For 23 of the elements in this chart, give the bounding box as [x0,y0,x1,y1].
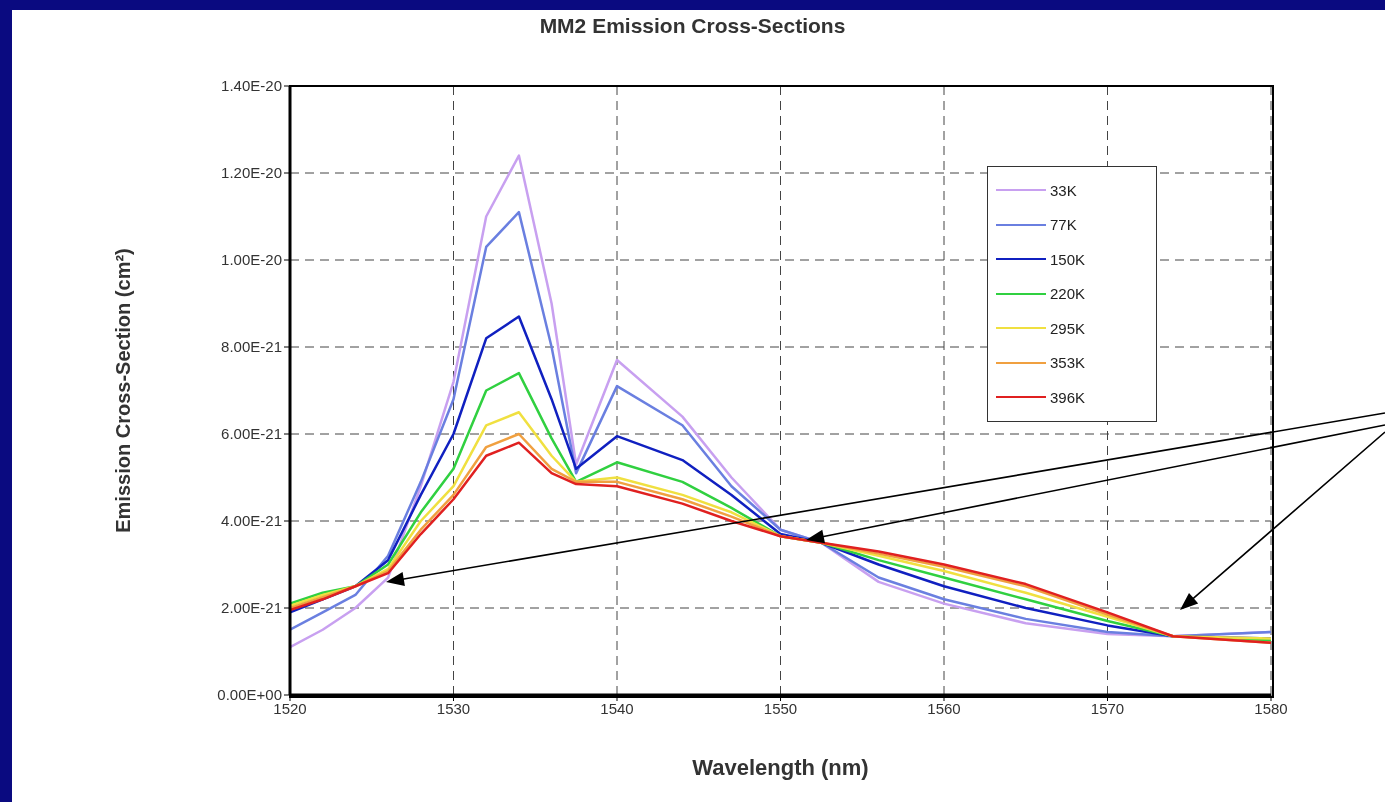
legend-label: 353K [1050,354,1086,372]
x-axis-title: Wavelength (nm) [692,755,869,780]
x-tick-label: 1540 [600,699,634,717]
x-tick-label: 1570 [1090,699,1125,717]
legend-label: 295K [1050,319,1086,337]
y-tick-label: 4.00E-21 [221,512,282,530]
legend-label: 33K [1050,181,1077,199]
chart-title: MM2 Emission Cross-Sections [538,14,847,38]
legend-label: 150K [1050,250,1086,268]
y-tick-label: 1.20E-20 [221,164,282,182]
legend-label: 77K [1050,216,1077,234]
y-tick-label: 2.00E-21 [221,599,282,617]
x-tick-label: 1560 [927,699,961,717]
x-tick-label: 1550 [763,699,798,717]
y-tick-label: 1.00E-20 [221,251,282,269]
legend-label: 220K [1050,285,1086,303]
x-tick-label: 1530 [436,699,471,717]
y-tick-label: 1.40E-20 [221,77,282,95]
y-tick-label: 8.00E-21 [221,338,282,356]
y-tick-label: 6.00E-21 [221,425,282,443]
legend-label: 396K [1050,388,1086,406]
x-tick-label: 1580 [1254,699,1288,717]
y-axis-title: Emission Cross-Section (cm²) [112,248,134,533]
